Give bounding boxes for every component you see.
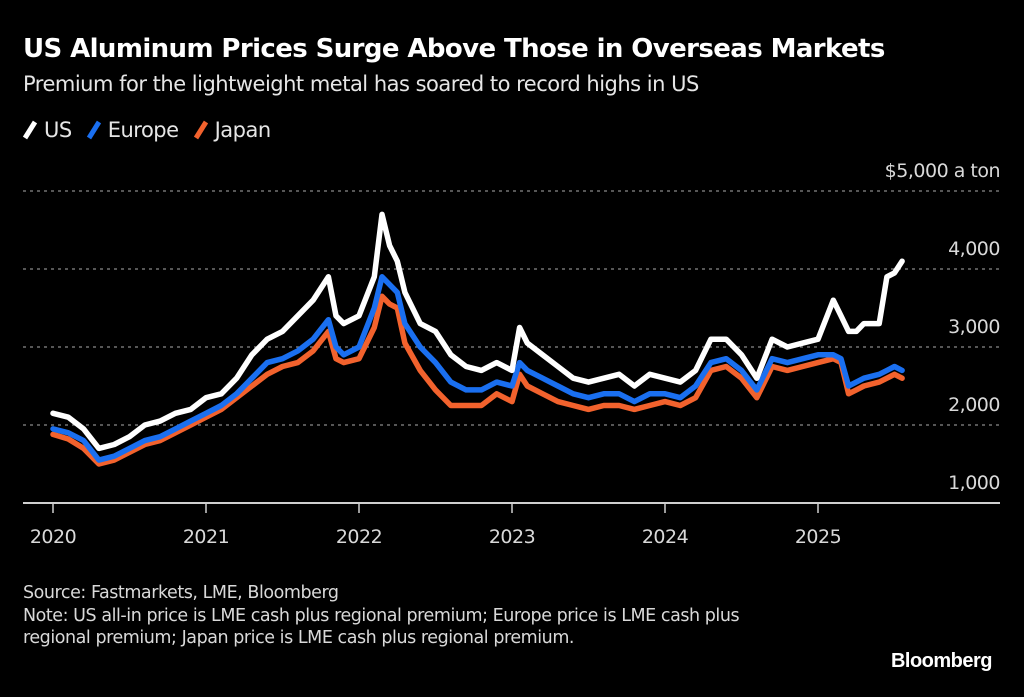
legend-label-us: US bbox=[44, 118, 72, 142]
legend-item-us: US bbox=[22, 118, 72, 142]
x-tick-label-2025: 2025 bbox=[795, 526, 841, 548]
x-tick-label-2022: 2022 bbox=[336, 526, 382, 548]
y-tick-label-5000: $5,000 a ton bbox=[885, 160, 1000, 182]
legend-swatch-japan-icon bbox=[193, 120, 208, 140]
legend-swatch-us-icon bbox=[22, 120, 38, 140]
legend-item-europe: Europe bbox=[86, 118, 179, 142]
y-tick-label-1000: 1,000 bbox=[948, 472, 1000, 494]
y-tick-label-4000: 4,000 bbox=[948, 238, 1000, 260]
x-tick-label-2021: 2021 bbox=[183, 526, 229, 548]
x-tick-label-2020: 2020 bbox=[30, 526, 76, 548]
legend: US Europe Japan bbox=[22, 118, 285, 142]
chart-footer: Source: Fastmarkets, LME, Bloomberg Note… bbox=[23, 582, 783, 650]
legend-item-japan: Japan bbox=[193, 118, 271, 142]
y-tick-label-2000: 2,000 bbox=[948, 394, 1000, 416]
y-tick-label-3000: 3,000 bbox=[948, 316, 1000, 338]
x-axis: 2020 2021 2022 2023 2024 2025 bbox=[23, 502, 1000, 548]
series-line-us bbox=[50, 211, 905, 452]
legend-label-japan: Japan bbox=[214, 118, 272, 142]
chart-title: US Aluminum Prices Surge Above Those in … bbox=[23, 34, 885, 64]
source-text: Source: Fastmarkets, LME, Bloomberg bbox=[23, 583, 339, 603]
legend-swatch-europe-icon bbox=[86, 120, 101, 140]
chart-subtitle: Premium for the lightweight metal has so… bbox=[23, 72, 699, 96]
series-line-europe bbox=[50, 274, 905, 463]
series-line-japan bbox=[50, 293, 905, 467]
x-tick-label-2023: 2023 bbox=[489, 526, 535, 548]
series-lines bbox=[50, 211, 905, 467]
bloomberg-logo: Bloomberg bbox=[890, 650, 993, 672]
legend-label-europe: Europe bbox=[107, 118, 179, 142]
x-tick-label-2024: 2024 bbox=[642, 526, 689, 548]
note-text: Note: US all-in price is LME cash plus r… bbox=[23, 605, 740, 649]
y-axis-labels: $5,000 a ton 4,000 3,000 2,000 1,000 bbox=[885, 160, 1001, 494]
